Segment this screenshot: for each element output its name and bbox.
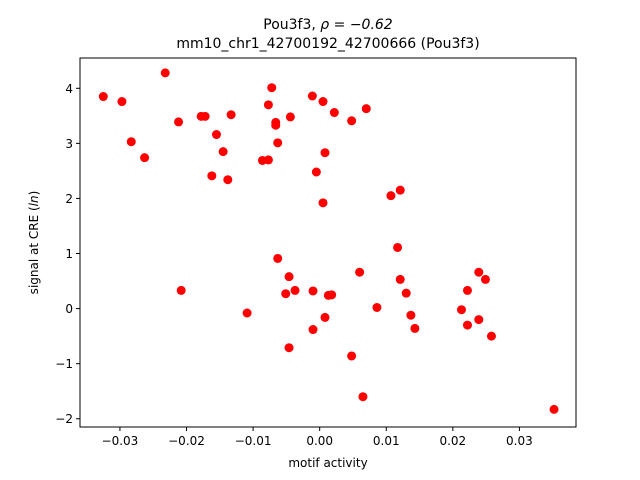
y-tick-label: 0 — [65, 302, 73, 316]
y-tick-label: −2 — [55, 412, 73, 426]
data-point — [200, 111, 210, 121]
x-axis-label: motif activity — [288, 456, 367, 470]
data-point — [284, 343, 294, 353]
data-point — [311, 167, 321, 177]
x-tick-label: −0.02 — [168, 434, 205, 448]
y-tick-label: 4 — [65, 82, 73, 96]
data-point — [361, 104, 371, 114]
y-axis-ticks: −2 −1 0 1 2 3 4 — [55, 82, 80, 426]
x-tick-label: 0.03 — [506, 434, 533, 448]
data-point — [462, 320, 472, 330]
data-point — [393, 242, 403, 252]
data-point — [347, 116, 357, 126]
x-tick-label: −0.01 — [235, 434, 272, 448]
data-point — [263, 100, 273, 110]
data-point — [285, 112, 295, 122]
data-point — [226, 110, 236, 120]
data-point — [307, 91, 317, 101]
data-point — [347, 351, 357, 361]
x-tick-label: 0.00 — [306, 434, 333, 448]
data-point — [126, 137, 136, 147]
data-point — [273, 138, 283, 148]
chart-title: Pou3f3, ρ = −0.62 — [263, 17, 393, 33]
data-point — [386, 191, 396, 201]
data-point — [318, 198, 328, 208]
data-point — [117, 97, 127, 107]
x-axis-ticks: −0.03 −0.02 −0.01 0.00 0.01 0.02 0.03 — [102, 427, 533, 448]
data-point — [308, 325, 318, 335]
data-point — [358, 392, 368, 402]
data-point — [355, 267, 365, 277]
data-point — [242, 308, 252, 318]
y-tick-label: 1 — [65, 247, 73, 261]
x-tick-label: −0.03 — [102, 434, 139, 448]
x-tick-label: 0.01 — [373, 434, 400, 448]
data-point — [456, 305, 466, 315]
y-tick-label: 2 — [65, 192, 73, 206]
data-point — [474, 267, 484, 277]
data-point — [329, 108, 339, 118]
data-point — [290, 285, 300, 295]
data-point — [273, 253, 283, 263]
data-point — [320, 148, 330, 158]
data-point — [395, 274, 405, 284]
data-point — [308, 286, 318, 296]
data-point — [462, 285, 472, 295]
data-point — [160, 68, 170, 78]
data-point — [207, 171, 217, 181]
data-point — [401, 288, 411, 298]
x-tick-label: 0.02 — [439, 434, 466, 448]
y-axis-label: signal at CRE (ln) — [27, 191, 41, 295]
data-point — [174, 117, 184, 127]
data-point — [281, 289, 291, 299]
data-point — [318, 97, 328, 107]
y-tick-label: 3 — [65, 137, 73, 151]
data-point — [218, 147, 228, 157]
data-point — [176, 285, 186, 295]
data-point — [98, 92, 108, 102]
data-point — [320, 312, 330, 322]
data-point — [223, 175, 233, 185]
data-point — [263, 155, 273, 165]
data-point — [284, 272, 294, 282]
data-point — [549, 404, 559, 414]
data-point — [372, 302, 382, 312]
data-point — [410, 323, 420, 333]
chart-subtitle: mm10_chr1_42700192_42700666 (Pou3f3) — [176, 36, 479, 52]
data-point — [395, 185, 405, 195]
y-tick-label: −1 — [55, 357, 73, 371]
data-point — [140, 153, 150, 163]
data-point — [211, 130, 221, 140]
data-points — [98, 68, 559, 414]
data-point — [271, 120, 281, 130]
data-point — [486, 331, 496, 341]
data-point — [406, 310, 416, 320]
data-point — [327, 290, 337, 300]
data-point — [480, 274, 490, 284]
data-point — [474, 315, 484, 325]
plot-area-frame — [79, 57, 577, 428]
data-point — [267, 83, 277, 93]
